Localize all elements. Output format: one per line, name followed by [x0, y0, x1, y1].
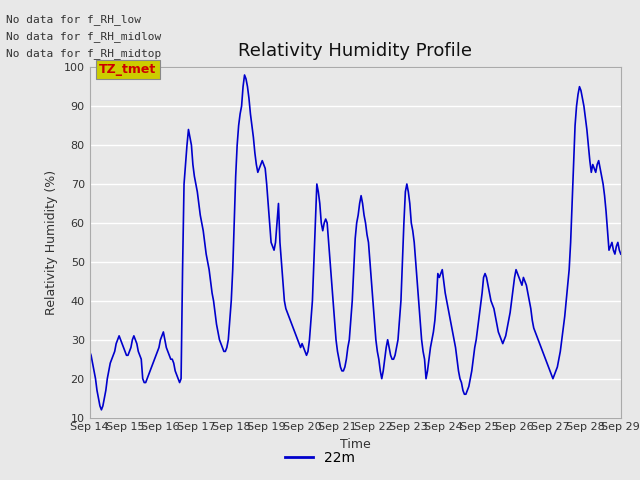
22m	[420, 356, 428, 362]
Text: TZ_tmet: TZ_tmet	[99, 63, 156, 76]
22m	[617, 251, 625, 257]
Legend: 22m: 22m	[280, 445, 360, 471]
22m	[102, 387, 109, 393]
22m	[241, 72, 248, 78]
22m	[97, 407, 105, 413]
Title: Relativity Humidity Profile: Relativity Humidity Profile	[238, 42, 472, 60]
22m	[409, 228, 417, 234]
22m	[186, 134, 194, 140]
22m	[391, 352, 399, 358]
X-axis label: Time: Time	[340, 438, 371, 451]
Y-axis label: Relativity Humidity (%): Relativity Humidity (%)	[45, 170, 58, 315]
22m	[86, 348, 93, 354]
Line: 22m: 22m	[90, 75, 621, 410]
Text: No data for f_RH_low: No data for f_RH_low	[6, 14, 141, 25]
Text: No data for f_RH_midlow: No data for f_RH_midlow	[6, 31, 162, 42]
22m	[555, 356, 563, 362]
Text: No data for f_RH_midtop: No data for f_RH_midtop	[6, 48, 162, 59]
